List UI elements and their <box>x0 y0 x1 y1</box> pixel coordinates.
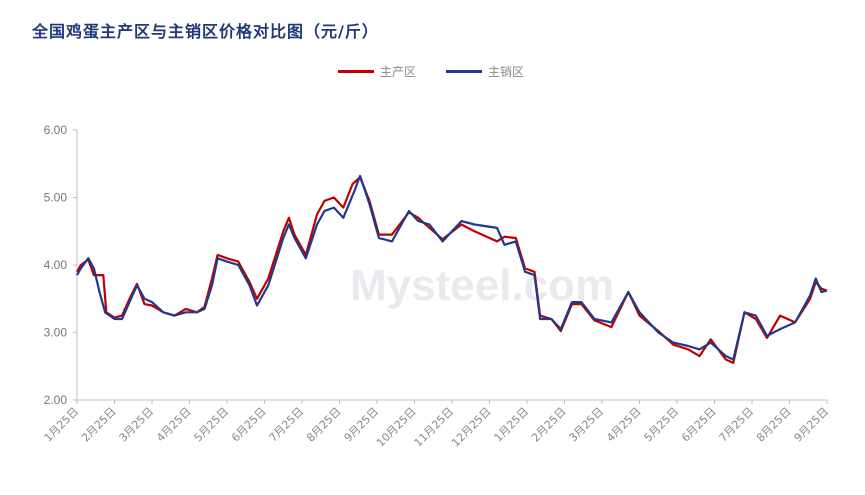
y-tick-label: 5.00 <box>44 191 68 205</box>
legend-swatch-producing <box>338 70 374 73</box>
x-tick-label: 4月25日 <box>154 405 194 445</box>
x-tick-label: 9月25日 <box>792 405 832 445</box>
x-tick-label: 1月25日 <box>492 405 532 445</box>
chart-title: 全国鸡蛋主产区与主销区价格对比图（元/斤） <box>32 22 379 41</box>
x-tick-label: 2月25日 <box>79 405 119 445</box>
x-tick-label: 3月25日 <box>117 405 157 445</box>
legend-item-consuming: 主销区 <box>446 63 524 80</box>
x-tick-label: 7月25日 <box>717 405 757 445</box>
x-tick-label: 5月25日 <box>642 405 682 445</box>
x-tick-label: 1月25日 <box>42 405 82 445</box>
x-tick-label: 4月25日 <box>604 405 644 445</box>
x-tick-label: 8月25日 <box>304 405 344 445</box>
x-tick-label: 7月25日 <box>267 405 307 445</box>
x-tick-label: 11月25日 <box>412 405 457 450</box>
watermark: Mysteel.com <box>350 261 614 310</box>
x-tick-label: 8月25日 <box>754 405 794 445</box>
x-tick-label: 2月25日 <box>529 405 569 445</box>
y-tick-label: 6.00 <box>44 123 68 137</box>
x-tick-label: 10月25日 <box>374 405 419 450</box>
x-tick-label: 6月25日 <box>229 405 269 445</box>
legend-swatch-consuming <box>446 70 482 73</box>
y-tick-label: 4.00 <box>44 258 68 272</box>
legend-label-consuming: 主销区 <box>488 65 525 79</box>
x-tick-label: 12月25日 <box>449 405 494 450</box>
x-tick-label: 5月25日 <box>192 405 232 445</box>
legend-item-producing: 主产区 <box>338 63 416 80</box>
x-tick-label: 3月25日 <box>567 405 607 445</box>
x-tick-label: 6月25日 <box>679 405 719 445</box>
y-tick-label: 3.00 <box>44 326 68 340</box>
legend-label-producing: 主产区 <box>380 65 417 79</box>
y-tick-label: 2.00 <box>44 393 68 407</box>
series-line-consuming <box>76 174 828 361</box>
